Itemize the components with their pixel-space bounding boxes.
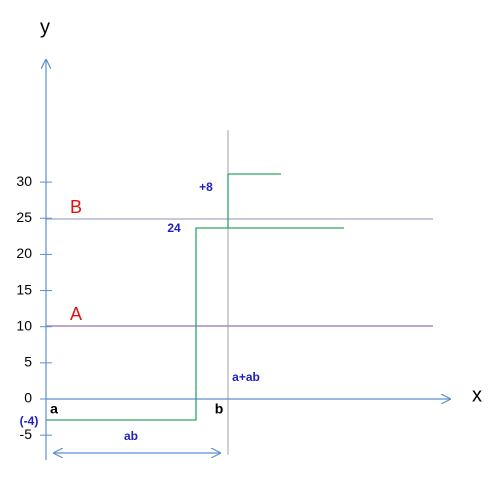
annotation: a+ab <box>232 370 260 384</box>
y-tick-label: 25 <box>16 209 32 225</box>
annotation: b <box>215 401 224 417</box>
x-axis-label: x <box>472 384 482 406</box>
y-axis-label: y <box>40 16 50 38</box>
step-line <box>46 227 344 421</box>
y-tick-label: 30 <box>16 173 32 189</box>
annotation: +8 <box>199 180 213 194</box>
annotation: (-4) <box>20 414 39 428</box>
y-tick-label: 10 <box>16 317 32 333</box>
y-tick-label: 20 <box>16 245 32 261</box>
y-ticks: 30 25 20 15 10 5 0 -5 <box>16 173 52 442</box>
level-label: A <box>70 304 82 324</box>
step-line-upper <box>227 173 281 228</box>
y-tick-label: 5 <box>24 354 32 370</box>
annotation: a <box>50 401 58 417</box>
annotation: ab <box>124 429 138 443</box>
y-tick-label: 15 <box>16 281 32 297</box>
level-label: B <box>70 197 82 217</box>
y-tick-label: 0 <box>24 390 32 406</box>
y-tick-label: -5 <box>20 426 33 442</box>
annotation: 24 <box>167 221 181 235</box>
